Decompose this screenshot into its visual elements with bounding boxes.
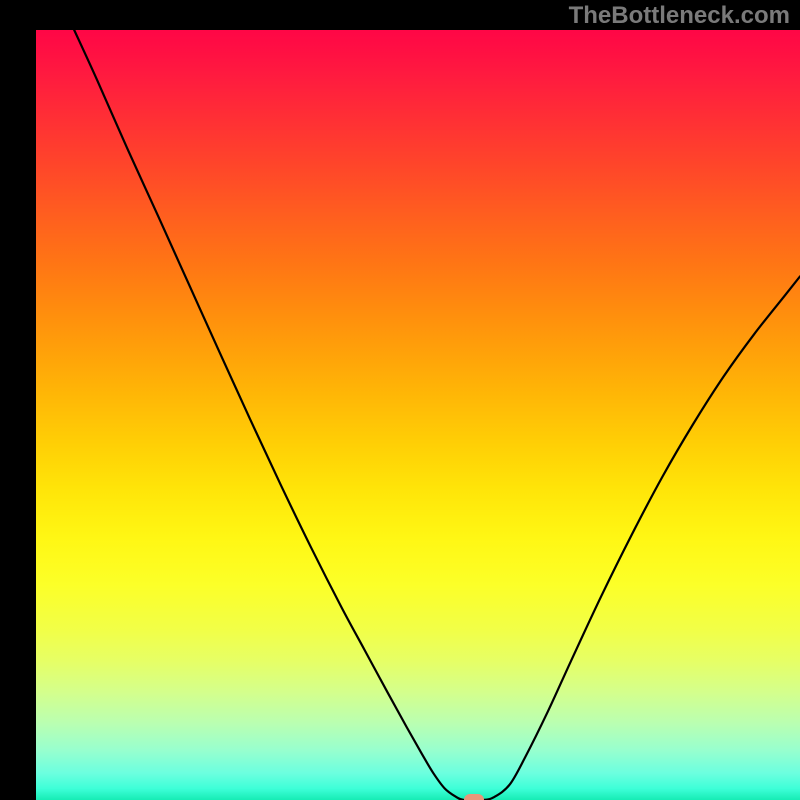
gradient-background [36, 30, 800, 800]
plot-svg [36, 30, 800, 800]
plot-area [36, 30, 800, 800]
watermark-text: TheBottleneck.com [569, 2, 790, 30]
chart-container: TheBottleneck.com [0, 0, 800, 800]
